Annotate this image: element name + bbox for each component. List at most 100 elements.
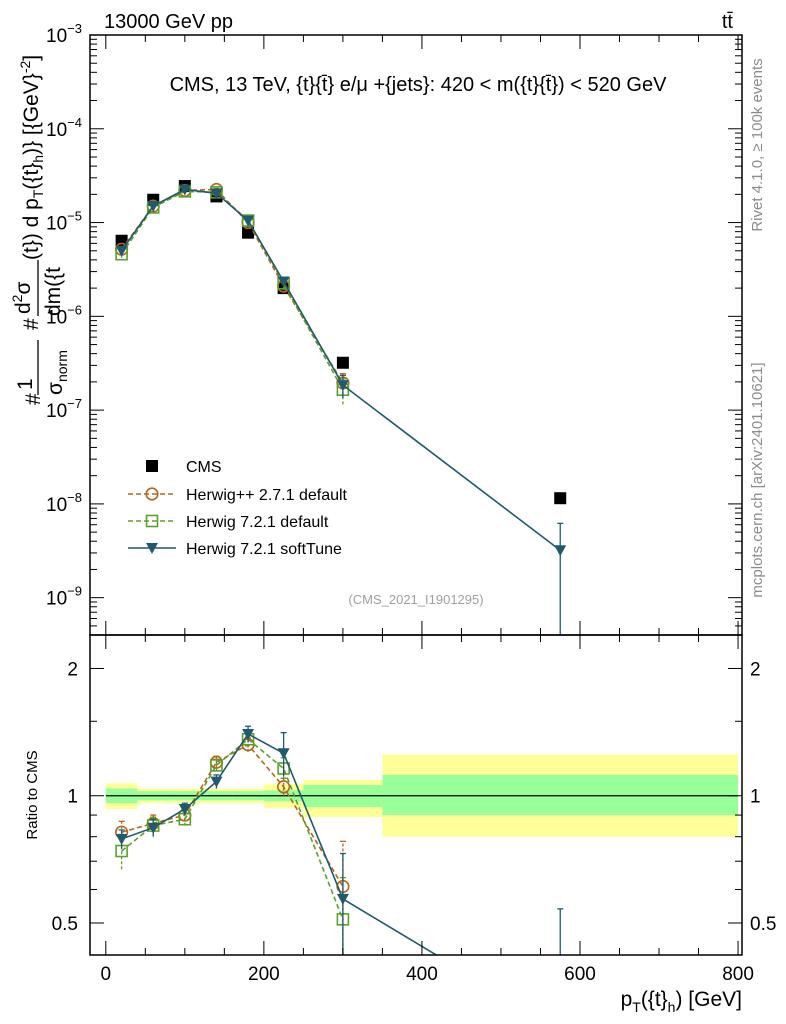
main-ytick-base: 10 xyxy=(46,401,67,422)
main-panel: 10−910−810−710−610−510−410−3 CMS, 13 TeV… xyxy=(9,21,743,636)
main-ytick-exp: −3 xyxy=(67,21,82,36)
main-point-herwig-7-2-1-softtune xyxy=(277,276,290,288)
mcplots-label: mcplots.cern.ch [arXiv:2401.10621] xyxy=(749,362,766,597)
ylabel-tail: ({t} xyxy=(20,163,43,190)
ratio-point-herwig-2-7-1-default xyxy=(277,780,291,794)
ratio-ticks: 0.5 0.5 1 1 2 2 0 200 400 600 800 xyxy=(52,635,776,985)
main-ytick-base: 10 xyxy=(46,495,67,516)
ylabel-sup: -2 xyxy=(17,61,33,74)
main-line-herwig-7-2-1-softtune xyxy=(120,188,561,551)
svg-text:σnorm: σnorm xyxy=(44,350,70,395)
xlabel-end: ) [GeV] xyxy=(675,988,742,1011)
main-point-herwig-7-2-1-softtune xyxy=(210,188,223,200)
ratio-ytick-label: 2 xyxy=(67,659,78,680)
svg-text:d2σ: d2σ xyxy=(9,282,35,314)
main-ytick-base: 10 xyxy=(46,214,67,235)
main-ytick-label: 10−6 xyxy=(46,302,82,328)
ratio-ylabel: Ratio to CMS xyxy=(24,750,41,839)
ratio-band-inner xyxy=(382,774,739,816)
main-point-herwig-7-2-1-softtune xyxy=(242,215,255,227)
rivet-label: Rivet 4.1.0, ≥ 100k events xyxy=(749,58,766,231)
main-ytick-exp: −6 xyxy=(67,302,82,317)
ylabel-rest: (t}) d p xyxy=(20,198,43,260)
main-ytick-exp: −9 xyxy=(67,584,82,599)
main-point-herwig-7-2-1-softtune xyxy=(336,380,349,392)
main-ytick-base: 10 xyxy=(46,589,67,610)
ratio-ytick-label-right: 2 xyxy=(750,659,761,680)
ratio-point-herwig-7-2-1-softtune xyxy=(210,776,223,788)
ratio-xtick-label: 800 xyxy=(722,964,754,985)
process-label: tt̄ xyxy=(722,11,734,33)
ratio-ytick-label-right: 0.5 xyxy=(750,914,776,935)
main-ytick-base: 10 xyxy=(46,307,67,328)
ylabel-hash-2: # xyxy=(20,318,43,330)
ratio-xtick-label: 400 xyxy=(406,964,438,985)
main-ytick-exp: −4 xyxy=(67,115,82,130)
ratio-line-herwig-7-2-1-softtune xyxy=(121,732,438,955)
ylabel-den: dm({t xyxy=(42,267,65,316)
main-line-herwig-7-2-1-default xyxy=(120,190,344,391)
ylabel-d-sigma: σ xyxy=(12,282,35,295)
ratio-point-herwig-7-2-1-softtune xyxy=(115,834,128,846)
main-point-herwig-7-2-1-softtune xyxy=(178,184,191,196)
xlabel-p: p xyxy=(621,988,633,1011)
ylabel-sub-T: T xyxy=(30,189,46,198)
ratio-xlabel: pT({t}h) [GeV] xyxy=(621,988,742,1015)
main-plot-content xyxy=(115,180,567,635)
main-ytick-base: 10 xyxy=(46,26,67,47)
ylabel-hash: # xyxy=(22,393,45,405)
main-ytick-label: 10−9 xyxy=(46,584,82,610)
svg-text:1: 1 xyxy=(14,378,37,390)
ratio-ytick-label: 1 xyxy=(67,787,78,808)
ratio-plot-content xyxy=(105,725,739,955)
ylabel-d: d xyxy=(12,302,35,314)
ratio-xtick-label: 0 xyxy=(101,964,112,985)
ratio-frame xyxy=(89,634,743,956)
ylabel-close: )} [{GeV} xyxy=(20,73,43,155)
ratio-ytick-label: 0.5 xyxy=(52,914,78,935)
main-ytick-label: 10−7 xyxy=(46,396,82,422)
main-ytick-exp: −5 xyxy=(67,209,82,224)
xlabel-sub-T: T xyxy=(632,999,641,1015)
legend-label-herwigpp: Herwig++ 2.7.1 default xyxy=(186,487,348,504)
main-ylabel: # 1 σnorm # d2σ dm({t (t}) d pT({t}h)} [… xyxy=(9,55,70,405)
svg-text:#: # xyxy=(22,393,45,405)
main-ytick-label: 10−8 xyxy=(46,490,82,516)
ratio-xtick-label: 600 xyxy=(564,964,596,985)
main-point-cms xyxy=(554,492,567,505)
main-watermark: (CMS_2021_I1901295) xyxy=(348,592,483,607)
ratio-point-herwig-7-2-1-default xyxy=(210,759,223,772)
legend-label-herwig7-softtune: Herwig 7.2.1 softTune xyxy=(186,541,342,558)
main-point-cms xyxy=(242,226,255,239)
xlabel-sub-h: h xyxy=(668,999,676,1015)
ylabel-sub-h: h xyxy=(30,155,46,163)
ylabel-d-sup: 2 xyxy=(9,294,25,302)
main-ticks: 10−910−810−710−610−510−410−3 xyxy=(46,21,742,635)
legend-marker-herwig-7-2-1-default xyxy=(145,514,159,528)
main-ytick-base: 10 xyxy=(46,120,67,141)
main-ytick-label: 10−4 xyxy=(46,115,82,141)
legend: CMS Herwig++ 2.7.1 default Herwig 7.2.1 … xyxy=(128,459,348,558)
legend-marker-cms xyxy=(146,460,158,472)
main-ytick-exp: −7 xyxy=(67,396,82,411)
ratio-point-herwig-7-2-1-softtune xyxy=(277,748,290,760)
svg-text:(t}) d pT({t}h)} [{GeV}-2]: (t}) d pT({t}h)} [{GeV}-2] xyxy=(17,55,46,260)
main-ytick-label: 10−3 xyxy=(46,21,82,47)
legend-label-herwig7-default: Herwig 7.2.1 default xyxy=(186,514,329,531)
ratio-panel: 0.5 0.5 1 1 2 2 0 200 400 600 800 Ratio to CMS pT(… xyxy=(24,634,776,1015)
ratio-point-herwig-7-2-1-softtune xyxy=(147,822,160,834)
ratio-xtick-label: 200 xyxy=(248,964,280,985)
ylabel-one: 1 xyxy=(14,378,37,390)
legend-marker-herwig-7-2-1-softtune xyxy=(146,543,158,554)
main-title: CMS, 13 TeV, {t}{t̄} e/μ +{jets}: 420 < … xyxy=(170,74,668,96)
main-point-cms xyxy=(336,356,349,369)
main-point-herwig-7-2-1-softtune xyxy=(147,201,160,213)
ratio-ytick-label-right: 1 xyxy=(750,787,761,808)
ratio-point-herwig-7-2-1-softtune xyxy=(242,728,255,740)
ratio-point-herwig-7-2-1-softtune xyxy=(336,893,349,905)
ylabel-end: ] xyxy=(20,55,43,61)
svg-text:dm({t: dm({t xyxy=(42,267,65,316)
main-line-herwig-2-7-1-default xyxy=(120,188,344,384)
ylabel-norm-sub: norm xyxy=(54,350,70,382)
